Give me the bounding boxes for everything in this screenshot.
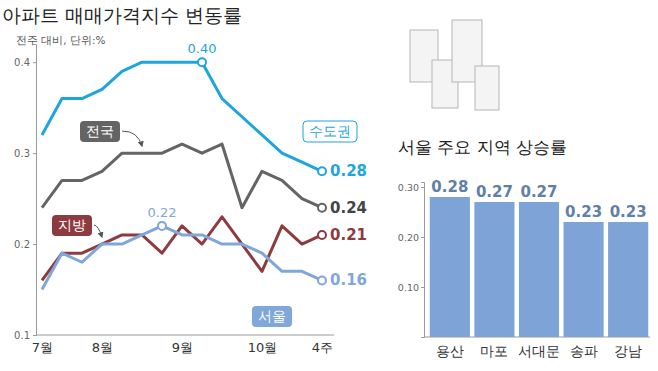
y-axis-tick-label: 0.2 — [14, 239, 30, 250]
data-label: 0.27 — [520, 183, 557, 201]
series-tag-box — [80, 121, 120, 142]
data-label: 0.21 — [330, 226, 367, 244]
series-tag: 수도권 — [303, 121, 357, 142]
y-axis-tick-mark — [421, 287, 424, 288]
y-axis-tick: 0.10 — [398, 282, 424, 293]
y-axis-tick-mark — [33, 335, 36, 336]
point-marker — [198, 58, 206, 66]
building-icon — [410, 20, 499, 110]
x-axis-tick: 9월 — [172, 335, 193, 355]
y-axis-tick-label: 0.10 — [398, 282, 419, 293]
y-axis-tick-label: 0.4 — [14, 57, 30, 68]
x-axis-tick-label: 8월 — [92, 340, 113, 355]
data-label: 0.27 — [476, 183, 513, 201]
x-axis-tick-label: 9월 — [172, 340, 193, 355]
y-axis-line — [33, 45, 37, 336]
bar — [519, 202, 559, 337]
y-axis-tick-mark — [421, 187, 424, 188]
plot-area — [430, 197, 648, 337]
bar — [608, 222, 648, 337]
data-label: 0.28 — [330, 162, 367, 180]
series-tags: 수도권 전국지방서울 — [52, 121, 357, 327]
x-axis-tick: 7월 — [32, 335, 53, 355]
series-tag-arrow — [94, 225, 102, 237]
y-axis-tick: 0.20 — [398, 232, 424, 243]
x-axis: 7월 8월 9월 10월 4주 — [32, 335, 334, 355]
building-shape — [475, 66, 499, 110]
chart-canvas: 아파트 매매가격지수 변동률전주 대비, 단위:% 0.1 0.2 0.3 0.4 7월 8… — [0, 0, 658, 371]
y-axis-tick-label: 0.1 — [14, 330, 30, 341]
data-label: 0.24 — [330, 199, 367, 217]
data-label: 0.16 — [330, 271, 367, 289]
x-axis-tick-label: 마포 — [480, 343, 508, 359]
y-axis-tick-label: 0.3 — [14, 148, 30, 159]
x-axis-line — [36, 335, 334, 336]
x-axis-tick: 마포 — [480, 337, 508, 359]
x-axis-tick: 10월 — [248, 335, 278, 355]
x-axis-tick: 8월 — [92, 335, 113, 355]
series-tag: 전국 — [80, 121, 120, 142]
data-label: 0.23 — [565, 203, 602, 221]
y-axis-tick-mark — [421, 237, 424, 238]
x-axis-tick: 강남 — [614, 337, 642, 359]
x-axis-tick-label: 4주 — [312, 340, 333, 355]
line-chart: 아파트 매매가격지수 변동률전주 대비, 단위:% 0.1 0.2 0.3 0.4 7월 8… — [2, 4, 367, 355]
value-labels: 0.40 0.28 0.24 0.21 0.22 0.16 — [148, 41, 367, 289]
y-axis-tick-label: 0.20 — [398, 232, 419, 243]
plot-area — [42, 58, 326, 289]
y-axis-tick: 0.1 — [14, 330, 36, 341]
bar — [474, 202, 514, 337]
y-axis-tick-mark — [33, 244, 36, 245]
bar-chart: 서울 주요 지역 상승률0.100.200.30용산마포서대문송파강남0.280… — [398, 20, 650, 359]
series-line — [42, 62, 322, 171]
series-tag-label: 전국 — [86, 123, 114, 139]
chart-subtitle: 전주 대비, 단위:% — [16, 34, 106, 46]
series-tag: 지방 — [52, 215, 92, 236]
y-axis-tick: 0.30 — [398, 182, 424, 193]
y-axis-tick-mark — [33, 62, 36, 63]
series-tag-label: 지방 — [58, 217, 86, 233]
point-marker — [318, 231, 326, 239]
point-marker — [158, 222, 166, 230]
data-label: 0.23 — [610, 203, 647, 221]
y-axis-tick: 0.2 — [14, 239, 36, 250]
x-axis-tick-label: 10월 — [248, 340, 278, 355]
x-axis-tick-label: 송파 — [570, 343, 598, 359]
series-tag-box — [303, 121, 357, 142]
y-axis-tick-mark — [33, 153, 36, 154]
x-axis-tick-label: 강남 — [614, 343, 642, 359]
y-axis-line — [421, 183, 425, 338]
x-axis: 용산 마포 서대문 송파 강남 — [424, 337, 650, 359]
y-axis: 0.1 0.2 0.3 0.4 — [14, 45, 36, 341]
data-label: 0.22 — [148, 205, 177, 220]
x-axis-tick: 송파 — [570, 337, 598, 359]
series-tag-box — [52, 215, 92, 236]
series-tag-arrow — [122, 131, 142, 146]
series-tag-box — [252, 306, 292, 327]
point-marker — [318, 167, 326, 175]
x-axis-tick: 서대문 — [518, 337, 560, 359]
x-axis-tick: 용산 — [436, 337, 464, 359]
bar — [430, 197, 470, 337]
series-line — [42, 144, 322, 208]
chart-title: 서울 주요 지역 상승률 — [398, 137, 567, 157]
point-marker — [318, 204, 326, 212]
data-label: 0.40 — [188, 41, 217, 56]
x-axis-tick: 4주 — [312, 335, 333, 355]
point-marker — [318, 276, 326, 284]
y-axis: 0.10 0.20 0.30 — [398, 182, 425, 338]
y-axis-tick: 0.3 — [14, 148, 36, 159]
x-axis-tick-label: 서대문 — [518, 343, 560, 359]
x-axis-tick-label: 용산 — [436, 343, 464, 359]
y-axis-tick: 0.4 — [14, 57, 36, 68]
series-tag-label: 서울 — [258, 308, 286, 324]
series-tag-label: 수도권 — [309, 123, 351, 139]
value-labels: 0.28 0.27 0.27 0.23 0.23 — [431, 178, 646, 221]
bar — [564, 222, 604, 337]
data-label: 0.28 — [431, 178, 468, 196]
series-tag: 서울 — [252, 306, 292, 327]
x-axis-tick-label: 7월 — [32, 340, 53, 355]
chart-title: 아파트 매매가격지수 변동률 — [2, 4, 242, 26]
y-axis-tick-label: 0.30 — [398, 182, 419, 193]
